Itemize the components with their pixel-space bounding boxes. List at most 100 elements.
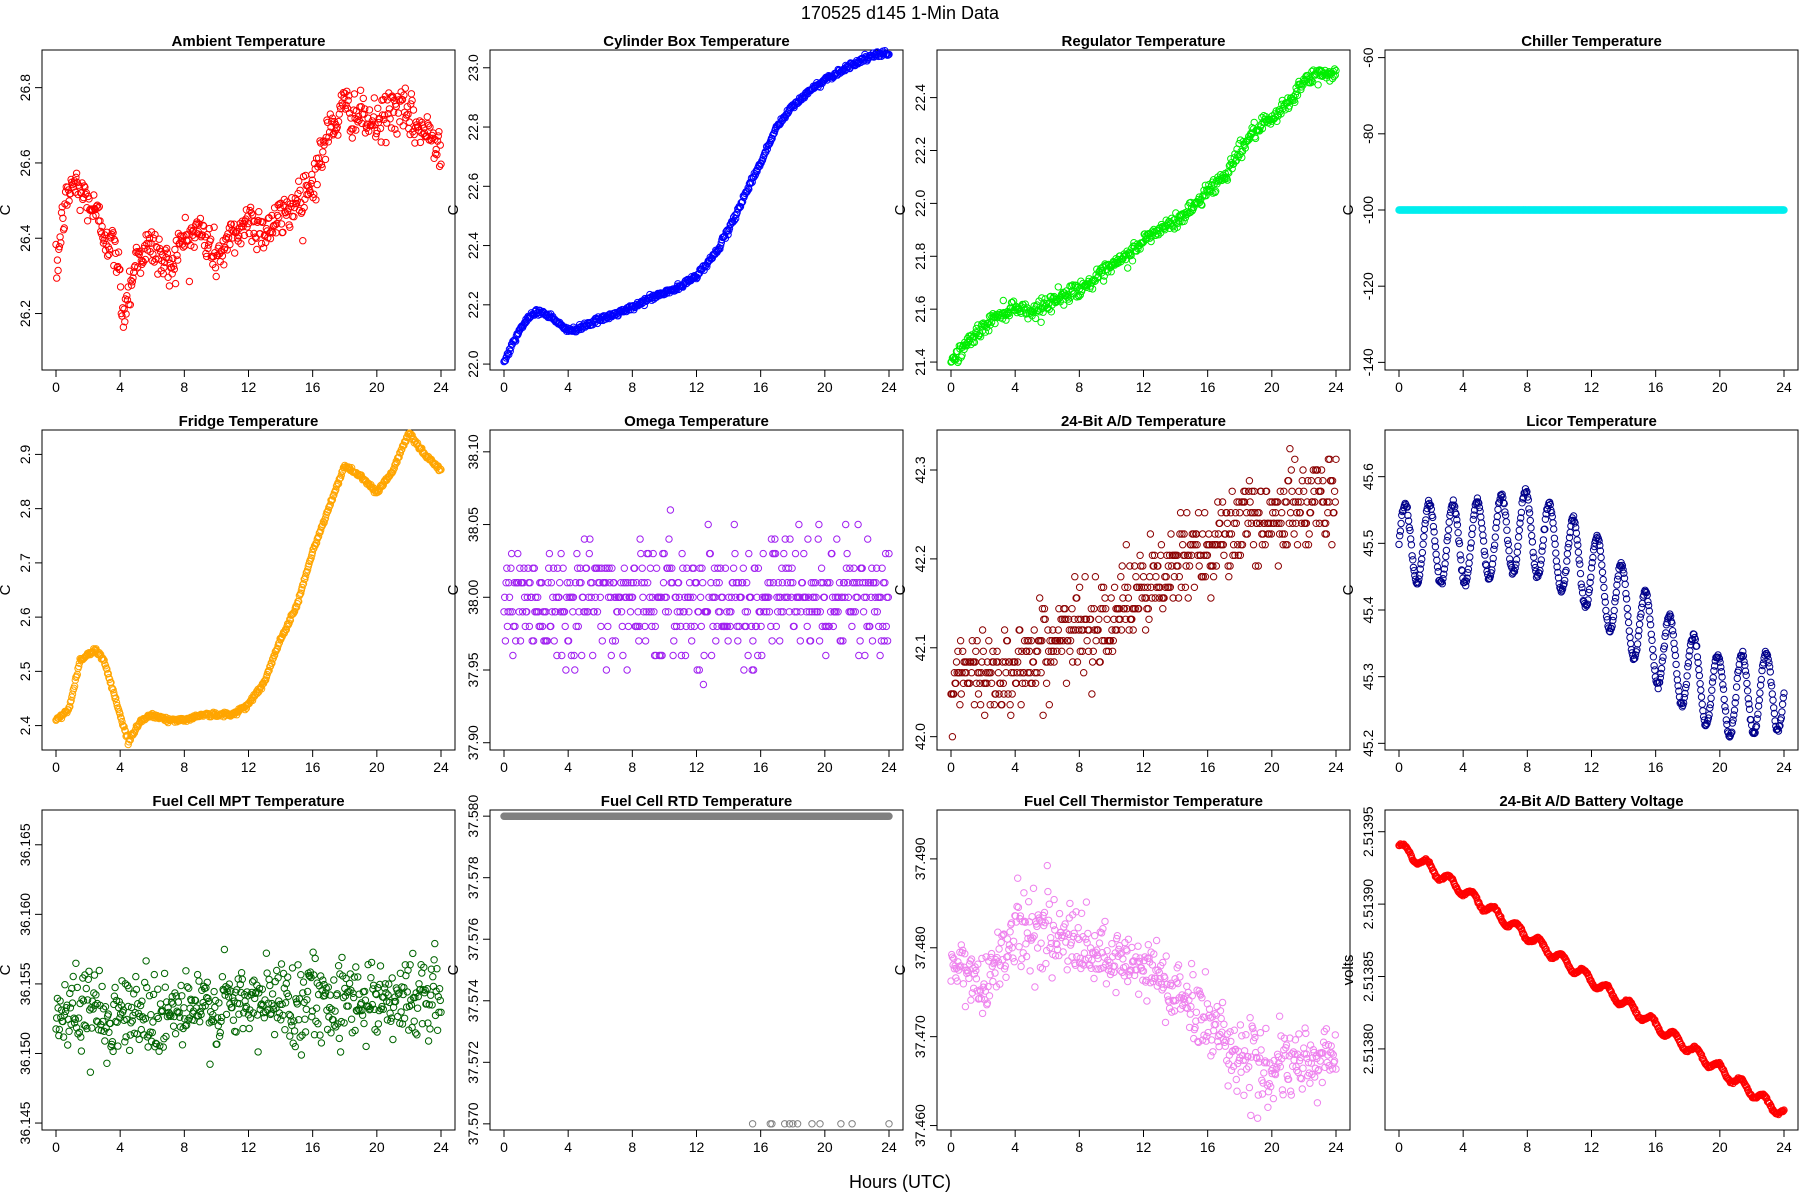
data-point [237,240,245,248]
data-point [202,249,210,258]
data-point [1042,679,1051,687]
data-point [233,234,242,242]
data-point [507,343,515,352]
data-point [956,701,964,709]
data-point [102,240,110,249]
data-point [1124,264,1132,272]
data-point [54,266,62,275]
y-axis-label: C [1340,584,1357,595]
data-point [1624,612,1632,620]
data-point [350,90,359,98]
data-point [1308,78,1317,86]
x-tick-label: 12 [1584,379,1600,395]
data-point [1395,540,1403,549]
data-point [1466,553,1474,561]
data-point [1778,708,1786,716]
data-point [1107,594,1115,602]
data-point [1468,524,1477,532]
y-tick-label: 2.9 [17,444,33,464]
panel-title: Ambient Temperature [172,33,326,50]
data-point [1305,530,1313,538]
data-point [948,733,957,741]
data-point [1697,693,1706,701]
data-point [1481,551,1489,559]
data-point [514,549,522,558]
data-point [699,263,707,271]
panel-title: Fuel Cell MPT Temperature [152,793,344,810]
data-point [340,94,348,102]
data-point [791,549,800,558]
data-point [978,626,987,634]
data-point [765,141,773,149]
data-point [334,117,343,126]
data-point [1251,134,1260,143]
data-point [509,651,517,660]
data-point [1039,711,1047,719]
x-tick-label: 20 [1712,759,1728,775]
y-tick-label: 42.3 [912,456,928,483]
data-point [392,102,400,111]
y-tick-label: 2.4 [17,716,33,736]
data-point [617,608,626,616]
data-point [77,188,86,197]
panel-title: Licor Temperature [1526,413,1657,430]
data-point [109,229,117,237]
x-tick-label: 8 [1523,759,1531,775]
data-point [607,651,615,660]
data-point [61,981,69,989]
x-tick-label: 4 [116,759,124,775]
y-tick-label: -80 [1360,123,1376,143]
data-point [976,701,985,709]
data-point [816,83,824,91]
data-point [512,337,520,345]
data-point [1080,669,1088,677]
data-point [94,204,102,212]
y-tick-label: 45.6 [1360,463,1376,490]
data-point [1635,620,1644,628]
x-tick-label: 0 [500,759,508,775]
data-point [1202,191,1210,200]
data-point [979,647,987,655]
x-tick-label: 4 [116,1139,124,1155]
x-tick-label: 0 [1395,759,1403,775]
data-point [57,239,65,247]
data-point [1201,509,1209,517]
data-point [1778,700,1787,708]
data-point [220,945,229,954]
data-point [1207,594,1215,602]
data-point [82,984,91,993]
data-point [405,118,414,126]
data-point [431,150,440,158]
data-point [1420,525,1429,534]
data-point [169,262,178,270]
y-tick-label: 42.2 [912,545,928,572]
data-point [116,283,125,291]
data-point [83,217,92,225]
data-point [1176,509,1185,517]
figure-title: 170525 d145 1-Min Data [801,3,1000,23]
data-point [103,252,112,260]
panel-1: Ambient TemperatureC0481216202426.226.42… [0,33,456,395]
data-point [123,292,131,300]
data-point [1331,498,1340,506]
x-tick-label: 24 [433,379,449,395]
data-series [52,429,445,749]
data-point [174,998,183,1006]
data-point [1299,81,1307,89]
x-tick-label: 24 [1776,379,1792,395]
data-point [348,134,356,142]
data-point [343,87,351,96]
data-point [1307,77,1316,85]
data-point [145,239,153,248]
data-point [356,86,365,95]
data-point [699,579,707,587]
data-point [956,637,965,645]
data-point [696,593,705,601]
data-point [1445,518,1453,526]
data-point [1548,512,1557,521]
data-point [161,983,170,991]
x-tick-label: 16 [1200,759,1216,775]
data-point [1146,234,1154,242]
data-point [1621,580,1629,588]
x-tick-label: 20 [1264,759,1280,775]
